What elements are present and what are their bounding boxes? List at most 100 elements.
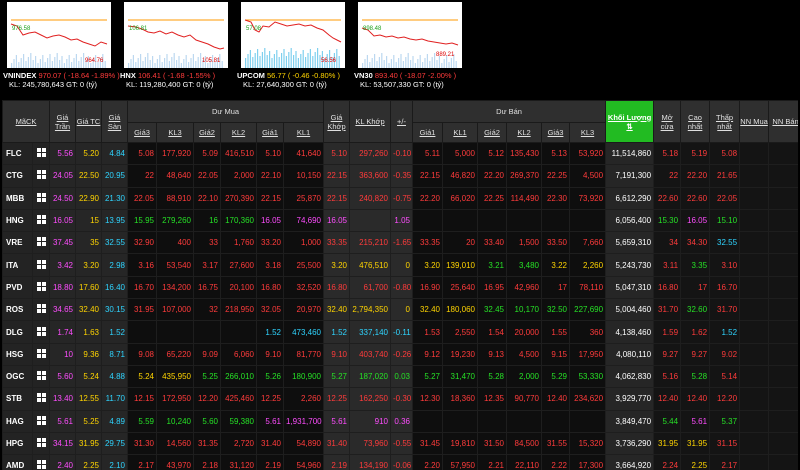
cell-lo: 9.02 bbox=[709, 342, 741, 366]
cell-sym[interactable]: STB bbox=[2, 387, 33, 411]
index-value: 893.40 ( -18.07 -2.00% ) bbox=[374, 71, 457, 80]
index-panel-hnx[interactable]: 106.81 105.81 HNX 106.41 ( -1.68 -1.55% … bbox=[119, 2, 233, 89]
header-volume-sort[interactable]: Khối Lượng ⇅ bbox=[605, 100, 655, 143]
header-sell-vol1[interactable]: KL1 bbox=[442, 122, 478, 143]
row-detail-button[interactable] bbox=[32, 342, 50, 366]
header-match-vol[interactable]: KL Khớp bbox=[349, 100, 391, 143]
index-chart[interactable]: 57.08 56.56 bbox=[241, 2, 345, 68]
cell-bk3: 88,910 bbox=[156, 186, 194, 210]
cell-sk2: 4,500 bbox=[506, 342, 542, 366]
cell-mv: 240,820 bbox=[349, 186, 391, 210]
cell-s1: 12.30 bbox=[412, 387, 443, 411]
header-buy-vol3[interactable]: KL3 bbox=[156, 122, 194, 143]
index-panel-vn30[interactable]: 898.48 889.21 VN30 893.40 ( -18.07 -2.00… bbox=[353, 2, 467, 89]
header-sell-vol2[interactable]: KL2 bbox=[506, 122, 542, 143]
row-detail-button[interactable] bbox=[32, 275, 50, 300]
table-row[interactable]: FLC 5.56 5.20 4.84 5.08 177,920 5.09 416,510 5.1… bbox=[2, 141, 798, 166]
header-sell-vol3[interactable]: KL3 bbox=[568, 122, 607, 143]
index-panel-upcom[interactable]: 57.08 56.56 UPCOM 56.77 ( -0.46 -0.80% )… bbox=[236, 2, 350, 89]
cell-bk1: 74,690 bbox=[283, 208, 324, 233]
header-nn-sell[interactable]: NN Bán bbox=[768, 100, 798, 143]
row-detail-button[interactable] bbox=[32, 231, 50, 255]
cell-sym[interactable]: MBB bbox=[2, 186, 33, 210]
cell-sym[interactable]: AMD bbox=[2, 454, 33, 470]
cell-mp: 9.10 bbox=[323, 342, 350, 366]
index-volume-line: KL: 119,280,400 GT: 0 (tỷ) bbox=[126, 80, 214, 89]
row-detail-button[interactable] bbox=[32, 141, 50, 166]
row-detail-button[interactable] bbox=[32, 409, 50, 433]
header-high[interactable]: Cao nhất bbox=[680, 100, 711, 143]
table-row[interactable]: CTG 24.05 22.50 20.95 22 48,640 22.05 2,000 22.1… bbox=[2, 164, 798, 188]
cell-s3: 31.55 bbox=[541, 431, 570, 456]
header-buy-vol1[interactable]: KL1 bbox=[283, 122, 324, 143]
table-row[interactable]: OGC 5.60 5.24 4.88 5.24 435,950 5.25 266,010 5.2… bbox=[2, 364, 798, 389]
cell-sym[interactable]: CTG bbox=[2, 164, 33, 188]
cell-s1 bbox=[412, 208, 443, 233]
cell-sym[interactable]: OGC bbox=[2, 364, 33, 389]
header-sell-price3[interactable]: Giá3 bbox=[541, 122, 570, 143]
index-low-label: 889.21 bbox=[436, 52, 455, 58]
header-low[interactable]: Thấp nhất bbox=[709, 100, 741, 143]
index-chart[interactable]: 976.58 964.76 bbox=[7, 2, 111, 68]
row-detail-button[interactable] bbox=[32, 164, 50, 188]
cell-sym[interactable]: VRE bbox=[2, 231, 33, 255]
header-buy-price1[interactable]: Giá1 bbox=[256, 122, 284, 143]
cell-bk2: 416,510 bbox=[220, 141, 257, 166]
header-buy-price2[interactable]: Giá2 bbox=[193, 122, 221, 143]
cell-hi: 5.28 bbox=[680, 364, 711, 389]
cell-sym[interactable]: HSG bbox=[2, 342, 33, 366]
index-chart[interactable]: 898.48 889.21 bbox=[358, 2, 462, 68]
header-sell-price2[interactable]: Giá2 bbox=[477, 122, 507, 143]
row-detail-button[interactable] bbox=[32, 186, 50, 210]
header-open[interactable]: Mở cửa bbox=[653, 100, 682, 143]
row-detail-button[interactable] bbox=[32, 364, 50, 389]
cell-sym[interactable]: HPG bbox=[2, 431, 33, 456]
cell-bk1: 2,260 bbox=[283, 387, 324, 411]
row-detail-button[interactable] bbox=[32, 253, 50, 277]
table-row[interactable]: AMD 2.40 2.25 2.10 2.17 43,970 2.18 31,120 2.19 5… bbox=[2, 454, 798, 470]
table-row[interactable]: DLG 1.74 1.63 1.52 1.52 473,460 1.52 337,140 -0.… bbox=[2, 320, 798, 344]
row-detail-button[interactable] bbox=[32, 298, 50, 322]
header-symbol[interactable]: MãCK bbox=[2, 100, 50, 143]
cell-s3: 33.50 bbox=[541, 231, 570, 255]
table-row[interactable]: ROS 34.65 32.40 30.15 31.95 107,000 32 218,950 3… bbox=[2, 298, 798, 322]
index-high-label: 106.81 bbox=[129, 26, 148, 32]
index-panel-vnindex[interactable]: 976.58 964.76 VNINDEX 970.07 ( -18.64 -1… bbox=[2, 2, 120, 89]
cell-vol: 4,138,460 bbox=[605, 320, 655, 344]
table-row[interactable]: MBB 24.50 22.90 21.30 22.05 88,910 22.10 270,39… bbox=[2, 186, 798, 210]
cell-s2: 31.50 bbox=[477, 431, 507, 456]
header-ceiling[interactable]: Giá Trần bbox=[49, 100, 76, 143]
header-ref[interactable]: Giá TC bbox=[75, 100, 102, 143]
table-row[interactable]: HAG 5.61 5.25 4.89 5.59 10,240 5.60 59,380 5.61 1… bbox=[2, 409, 798, 433]
cell-b1: 16.80 bbox=[256, 275, 284, 300]
table-row[interactable]: HPG 34.15 31.95 29.75 31.30 14,560 31.35 2,720 3… bbox=[2, 431, 798, 456]
table-row[interactable]: HNG 16.05 15 13.95 15.95 279,260 16 170,360 16.0… bbox=[2, 208, 798, 233]
cell-sym[interactable]: DLG bbox=[2, 320, 33, 344]
row-detail-button[interactable] bbox=[32, 320, 50, 344]
cell-sym[interactable]: FLC bbox=[2, 141, 33, 166]
row-detail-button[interactable] bbox=[32, 208, 50, 233]
table-row[interactable]: PVD 18.80 17.60 16.40 16.70 134,200 16.75 20,10… bbox=[2, 275, 798, 300]
header-buy-vol2[interactable]: KL2 bbox=[220, 122, 257, 143]
cell-sym[interactable]: ITA bbox=[2, 253, 33, 277]
table-row[interactable]: STB 13.40 12.55 11.70 12.15 172,950 12.20 425,4… bbox=[2, 387, 798, 411]
cell-s3: 22.25 bbox=[541, 164, 570, 188]
header-change[interactable]: +/- bbox=[390, 100, 413, 143]
row-detail-button[interactable] bbox=[32, 431, 50, 456]
cell-sym[interactable]: ROS bbox=[2, 298, 33, 322]
table-row[interactable]: HSG 10 9.36 8.71 9.08 65,220 9.09 6,060 9.10 81,7… bbox=[2, 342, 798, 366]
cell-sym[interactable]: HAG bbox=[2, 409, 33, 433]
index-chart[interactable]: 106.81 105.81 bbox=[124, 2, 228, 68]
row-detail-button[interactable] bbox=[32, 387, 50, 411]
table-row[interactable]: ITA 3.42 3.20 2.98 3.16 53,540 3.17 27,600 3.18 2… bbox=[2, 253, 798, 277]
cell-sym[interactable]: PVD bbox=[2, 275, 33, 300]
header-sell-price1[interactable]: Giá1 bbox=[412, 122, 443, 143]
row-detail-button[interactable] bbox=[32, 454, 50, 470]
header-nn-buy[interactable]: NN Mua bbox=[739, 100, 770, 143]
header-match-price[interactable]: Giá Khớp bbox=[323, 100, 350, 143]
cell-sym[interactable]: HNG bbox=[2, 208, 33, 233]
header-floor[interactable]: Giá Sàn bbox=[101, 100, 128, 143]
cell-bk1: 41,640 bbox=[283, 141, 324, 166]
header-buy-price3[interactable]: Giá3 bbox=[127, 122, 157, 143]
table-row[interactable]: VRE 37.45 35 32.55 32.90 400 33 1,760 33.20 1,000… bbox=[2, 231, 798, 255]
